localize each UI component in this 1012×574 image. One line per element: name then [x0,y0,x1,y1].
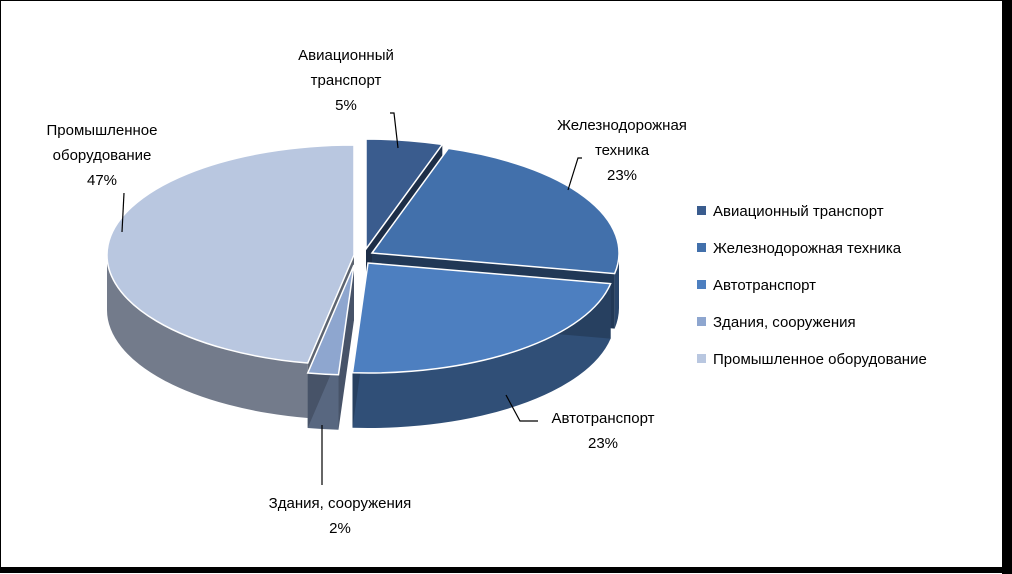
pie-slice-3 [306,264,355,376]
pie-slice-0 [365,138,444,252]
data-label-name-0: транспорт [311,72,382,89]
leader-line-0 [390,112,399,149]
data-label-name-4: Промышленное [47,122,158,139]
legend-label-3: Здания, сооружения [713,314,856,331]
legend-swatch-2 [697,280,706,289]
data-label-name-1: Железнодорожная [557,117,687,134]
pie-slice-4 [106,144,355,364]
data-label-name-3: Здания, сооружения [269,495,412,512]
data-labels: Авиационный транспорт 5% Железнодорожная тех… [47,47,687,537]
leader-line-4 [121,192,125,233]
data-label-name-1: техника [595,142,650,159]
legend-swatch-1 [697,243,706,252]
pie-side-2 [352,283,611,428]
legend-label-1: Железнодорожная техника [713,240,902,257]
legend-label-2: Автотранспорт [713,277,816,294]
leader-line-1 [567,157,582,191]
data-label-percent-1: 23% [607,167,637,184]
legend-swatch-4 [697,354,706,363]
data-label-percent-4: 47% [87,172,117,189]
legend: Авиационный транспорт Железнодорожная тех… [697,203,927,368]
leader-line-2 [505,394,538,422]
pie-side-4 [107,255,308,419]
legend-label-4: Промышленное оборудование [713,351,927,368]
data-label-name-2: Автотранспорт [551,410,654,427]
data-label-percent-0: 5% [335,97,357,114]
leader-lines [121,112,582,485]
pie-slice-1 [370,147,620,275]
pie-slice-2 [351,262,612,374]
data-label-percent-2: 23% [588,435,618,452]
pie-tops [106,138,620,376]
data-label-percent-3: 2% [329,520,351,537]
legend-swatch-3 [697,317,706,326]
legend-swatch-0 [697,206,706,215]
data-label-name-0: Авиационный [298,47,394,64]
data-label-name-4: оборудование [53,147,152,164]
legend-label-0: Авиационный транспорт [713,203,884,220]
